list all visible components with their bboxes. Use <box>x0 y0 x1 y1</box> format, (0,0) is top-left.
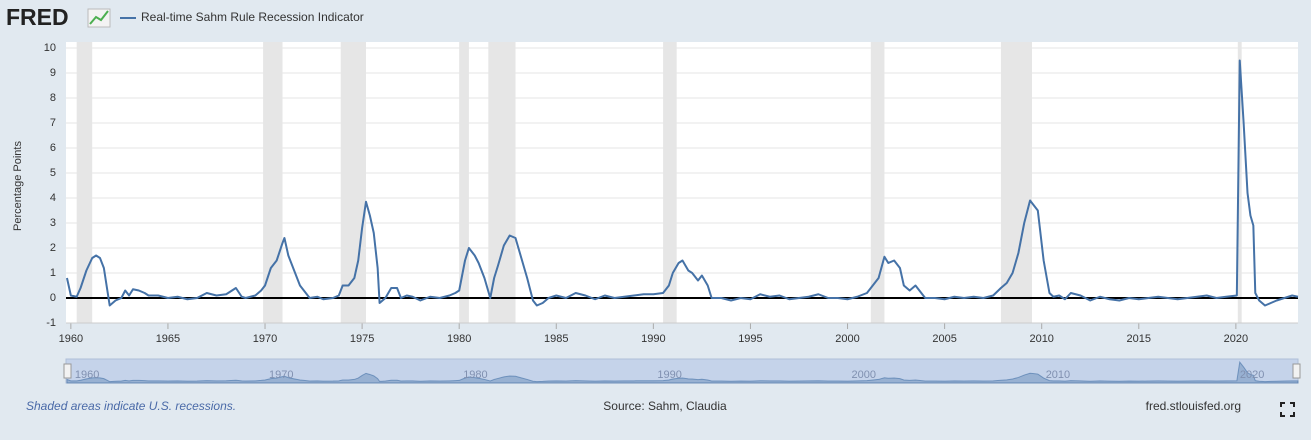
navigator-handle[interactable] <box>1292 363 1301 379</box>
recession-band <box>263 42 283 323</box>
recession-band <box>76 42 93 323</box>
x-tick-label: 1965 <box>156 333 180 345</box>
recession-band <box>1000 42 1032 323</box>
recession-band <box>459 42 469 323</box>
logo-icon <box>87 8 111 28</box>
x-tick-label: 1970 <box>253 333 277 345</box>
recession-band <box>1237 42 1242 323</box>
x-tick-label: 2005 <box>932 333 956 345</box>
y-tick-label: 7 <box>50 117 56 129</box>
x-tick-label: 1975 <box>350 333 374 345</box>
x-tick-label: 1990 <box>641 333 665 345</box>
y-tick-label: 0 <box>50 292 56 304</box>
y-tick-label: 10 <box>44 42 56 54</box>
recession-band <box>663 42 677 323</box>
x-tick-label: 2015 <box>1127 333 1151 345</box>
source: Source: Sahm, Claudia <box>603 399 727 413</box>
y-tick-label: 5 <box>50 167 56 179</box>
navigator-tick-label: 2000 <box>852 369 876 381</box>
y-tick-label: 6 <box>50 142 56 154</box>
y-tick-label: -1 <box>46 317 56 329</box>
y-axis-label: Percentage Points <box>12 141 24 231</box>
x-tick-label: 1960 <box>59 333 83 345</box>
recession-band <box>340 42 366 323</box>
y-tick-label: 2 <box>50 242 56 254</box>
x-tick-label: 1985 <box>544 333 568 345</box>
logo: FRED <box>6 4 69 30</box>
y-tick-label: 4 <box>50 192 56 204</box>
legend-label[interactable]: Real-time Sahm Rule Recession Indicator <box>141 10 364 24</box>
y-tick-label: 8 <box>50 92 56 104</box>
navigator-handle[interactable] <box>63 363 72 379</box>
x-tick-label: 2000 <box>835 333 859 345</box>
data-line <box>65 59 1299 307</box>
y-tick-label: 9 <box>50 67 56 79</box>
plot-area <box>66 42 1298 323</box>
x-tick-label: 1980 <box>447 333 471 345</box>
site-url[interactable]: fred.stlouisfed.org <box>1146 399 1241 413</box>
navigator-tick-label: 1960 <box>75 369 99 381</box>
navigator-tick-label: 2010 <box>1046 369 1070 381</box>
navigator-series <box>66 360 1299 384</box>
fullscreen-icon[interactable] <box>1280 402 1295 417</box>
y-tick-label: 3 <box>50 217 56 229</box>
navigator-tick-label: 1990 <box>657 369 681 381</box>
x-tick-label: 2010 <box>1029 333 1053 345</box>
navigator-tick-label: 1970 <box>269 369 293 381</box>
navigator-tick-label: 2020 <box>1240 369 1264 381</box>
recession-band <box>870 42 885 323</box>
x-tick-label: 2020 <box>1224 333 1248 345</box>
y-tick-label: 1 <box>50 267 56 279</box>
x-tick-label: 1995 <box>738 333 762 345</box>
navigator-tick-label: 1980 <box>463 369 487 381</box>
recession-note: Shaded areas indicate U.S. recessions. <box>26 399 236 413</box>
recession-band <box>488 42 516 323</box>
